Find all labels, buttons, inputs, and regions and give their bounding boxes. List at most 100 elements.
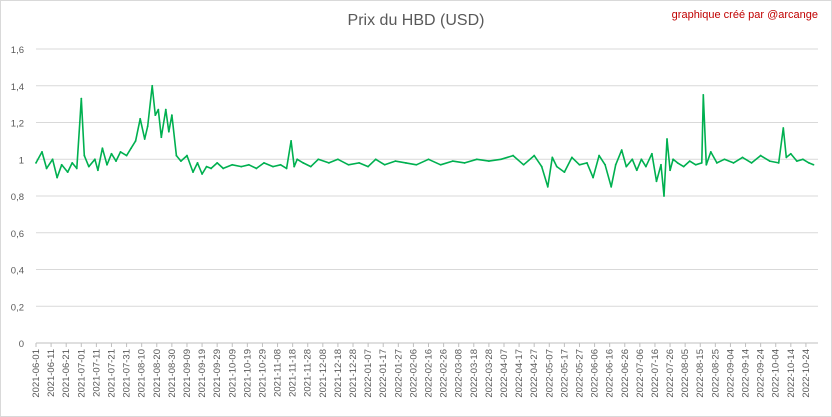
data-point [51,158,54,161]
data-point [705,163,708,166]
data-point [415,163,418,166]
x-tick-label: 2021-10-29 [257,349,268,398]
data-point [180,160,182,162]
data-point [255,167,258,170]
data-point [263,162,265,164]
data-point [578,163,581,166]
x-tick-label: 2021-09-29 [212,349,223,398]
x-tick-label: 2022-04-17 [514,349,525,398]
data-point [651,152,653,155]
data-point [533,154,536,157]
data-point [272,165,274,168]
data-point [78,121,81,124]
data-point [170,114,173,117]
x-tick-label: 2021-09-09 [182,349,193,398]
data-point [56,176,59,179]
y-tick-label: 1 [19,155,24,166]
data-point [125,154,128,157]
data-point [663,195,665,197]
data-point [610,185,613,188]
data-point [154,114,157,117]
x-tick-label: 2021-06-01 [31,349,42,398]
data-point [732,162,735,164]
data-point [285,167,288,170]
data-point [75,167,78,170]
x-tick-label: 2022-02-26 [439,349,450,398]
data-point [723,158,726,161]
data-point [571,156,573,159]
data-point [614,163,617,166]
x-tick-label: 2021-10-19 [242,349,253,398]
data-point [347,163,350,166]
data-point [87,165,90,168]
data-point [337,158,339,161]
data-point [555,165,558,168]
x-tick-label: 2021-12-28 [348,349,359,398]
x-tick-label: 2022-06-06 [590,349,601,398]
x-tick-label: 2021-07-01 [76,349,87,398]
data-point [201,173,203,175]
data-point [196,162,199,164]
data-point [404,162,407,164]
data-point [222,167,225,170]
data-point [669,169,671,172]
data-point [592,176,594,179]
data-point [500,158,502,161]
x-tick-label: 2021-08-20 [152,349,163,398]
data-point [715,162,718,164]
data-point [808,162,810,164]
data-point [71,162,74,164]
x-tick-label: 2022-01-27 [393,349,404,398]
data-point [290,139,293,142]
y-tick-label: 0 [19,339,24,350]
data-point [167,130,170,133]
chart-credit: graphique créé par @arcange [671,9,818,21]
data-point [317,158,320,161]
x-tick-label: 2022-08-25 [710,349,721,398]
data-point [439,163,442,166]
x-tick-label: 2021-08-30 [167,349,178,398]
data-point [625,165,628,168]
data-point [598,154,601,157]
data-point [35,162,37,164]
data-point [451,160,454,162]
data-point [302,162,305,164]
data-point [151,84,154,87]
data-point [427,158,430,161]
data-point [96,169,99,172]
data-point [522,163,525,166]
data-point [512,154,514,157]
data-point [383,163,386,166]
data-point [672,158,674,161]
x-tick-label: 2022-02-06 [408,349,419,398]
data-point [644,165,647,168]
x-tick-label: 2022-05-27 [574,349,585,398]
data-point [83,154,86,157]
x-tick-label: 2022-03-18 [469,349,480,398]
y-tick-label: 1,4 [11,82,24,93]
x-tick-label: 2021-12-08 [318,349,329,398]
data-point [247,163,250,166]
data-point [45,167,48,170]
data-point [777,162,780,164]
data-point [93,158,96,161]
data-point [146,125,149,128]
data-point [186,154,188,157]
data-point [688,160,691,162]
x-tick-label: 2021-07-21 [106,349,117,398]
x-tick-label: 2022-07-16 [650,349,661,398]
data-point [563,171,566,174]
x-tick-label: 2022-06-16 [605,349,616,398]
y-tick-label: 0,8 [11,192,24,203]
x-tick-label: 2021-07-11 [91,349,102,397]
y-tick-label: 0,4 [11,266,24,277]
data-point [231,163,234,166]
y-tick-label: 0,2 [11,302,24,313]
data-point [709,151,712,153]
data-point [487,160,490,162]
x-tick-label: 2022-03-28 [484,349,495,398]
data-point [394,160,397,162]
data-point [240,165,243,168]
data-point [802,158,804,161]
